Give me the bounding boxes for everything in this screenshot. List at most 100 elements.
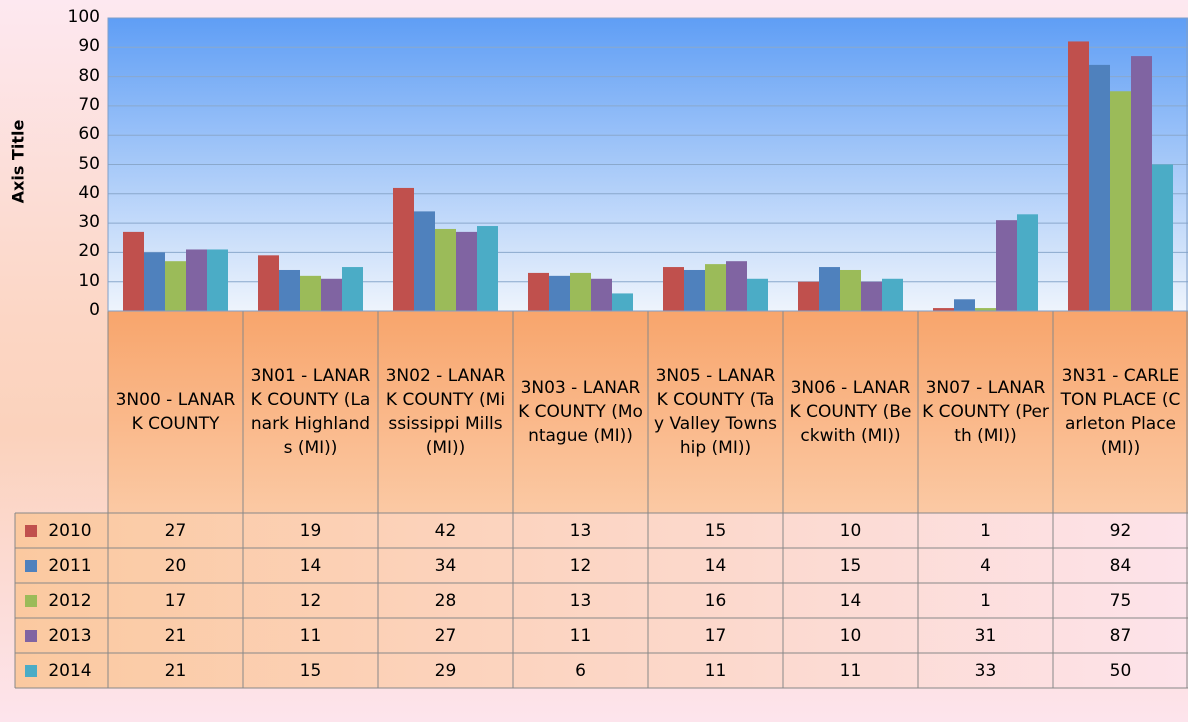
category-label: 3N31 - CARLETON PLACE (Carleton Place (M… [1060, 366, 1181, 458]
category-label: 3N06 - LANARK COUNTY (Beckwith (MI)) [789, 378, 912, 446]
category-label: 3N05 - LANARK COUNTY (Tay Valley Townshi… [654, 366, 777, 458]
table-value: 14 [299, 555, 322, 576]
legend-label: 2014 [48, 660, 92, 681]
table-value: 19 [299, 520, 322, 541]
bar [975, 308, 996, 311]
table-value: 87 [1109, 625, 1132, 646]
table-value: 16 [704, 590, 727, 611]
legend-key [25, 560, 37, 572]
bar [570, 272, 591, 311]
bar [591, 278, 612, 311]
table-value: 13 [569, 590, 592, 611]
y-tick-label: 70 [78, 94, 100, 115]
bar [840, 269, 861, 311]
table-value: 15 [704, 520, 727, 541]
table-value: 21 [164, 625, 187, 646]
bar [207, 249, 228, 311]
table-value: 14 [839, 590, 862, 611]
table-value: 17 [704, 625, 727, 646]
bar [1089, 64, 1110, 311]
bar [882, 278, 903, 311]
bar [612, 293, 633, 311]
legend-label: 2011 [48, 555, 92, 576]
y-tick-label: 60 [78, 124, 100, 145]
bar [1152, 164, 1173, 311]
bar [684, 269, 705, 311]
y-tick-label: 10 [78, 270, 100, 291]
table-area [15, 513, 1188, 688]
y-axis-title: Axis Title [8, 119, 28, 204]
bar [321, 278, 342, 311]
table-value: 14 [704, 555, 727, 576]
table-value: 1 [980, 590, 991, 611]
y-tick-label: 90 [78, 36, 100, 57]
table-value: 33 [974, 660, 997, 681]
bar [1131, 56, 1152, 312]
bar [144, 252, 165, 311]
table-value: 4 [980, 555, 991, 576]
bar [663, 267, 684, 311]
bar [435, 228, 456, 311]
table-value: 10 [839, 625, 862, 646]
y-tick-label: 0 [89, 300, 100, 320]
table-value: 12 [299, 590, 322, 611]
legend-key [25, 630, 37, 642]
table-value: 13 [569, 520, 592, 541]
y-tick-label: 100 [67, 7, 100, 27]
table-value: 11 [704, 660, 727, 681]
table-value: 11 [569, 625, 592, 646]
table-value: 15 [839, 555, 862, 576]
bar [414, 211, 435, 311]
category-label: 3N07 - LANARK COUNTY (Perth (MI)) [922, 378, 1049, 446]
legend-key [25, 595, 37, 607]
bar [861, 281, 882, 311]
bar [996, 220, 1017, 311]
category-label: 3N02 - LANARK COUNTY (Mississippi Mills … [385, 366, 506, 458]
plot-border [107, 17, 1188, 312]
bar [477, 226, 498, 311]
table-value: 28 [434, 590, 457, 611]
bar [456, 231, 477, 311]
bar [798, 281, 819, 311]
bar [933, 308, 954, 311]
y-tick-label: 30 [78, 212, 100, 233]
bar [705, 264, 726, 311]
table-value: 50 [1109, 660, 1132, 681]
bar [726, 261, 747, 311]
legend-key [25, 525, 37, 537]
y-tick-label: 80 [78, 65, 100, 86]
bar [165, 261, 186, 311]
bar [549, 275, 570, 311]
table-value: 34 [434, 555, 457, 576]
y-tick-label: 20 [78, 241, 100, 262]
legend-label: 2010 [48, 520, 92, 541]
category-label: 3N00 - LANARK COUNTY [115, 390, 236, 434]
table-value: 21 [164, 660, 187, 681]
bar [1110, 91, 1131, 311]
legend-key [25, 665, 37, 677]
table-value: 84 [1109, 555, 1132, 576]
table-value: 31 [974, 625, 997, 646]
bar [819, 267, 840, 311]
table-value: 15 [299, 660, 322, 681]
category-label: 3N01 - LANARK COUNTY (Lanark Highlands (… [250, 366, 371, 458]
bar [123, 231, 144, 311]
bar [1017, 214, 1038, 311]
table-value: 27 [434, 625, 457, 646]
bar [1068, 41, 1089, 311]
table-value: 29 [434, 660, 457, 681]
table-value: 92 [1109, 520, 1132, 541]
table-value: 20 [164, 555, 187, 576]
bar [258, 255, 279, 311]
table-value: 42 [434, 520, 457, 541]
bar [186, 249, 207, 311]
legend-label: 2012 [48, 590, 92, 611]
table-value: 17 [164, 590, 187, 611]
category-label: 3N03 - LANARK COUNTY (Montague (MI)) [518, 378, 643, 446]
table-value: 1 [980, 520, 991, 541]
bar [393, 187, 414, 311]
table-value: 11 [299, 625, 322, 646]
bar [279, 269, 300, 311]
